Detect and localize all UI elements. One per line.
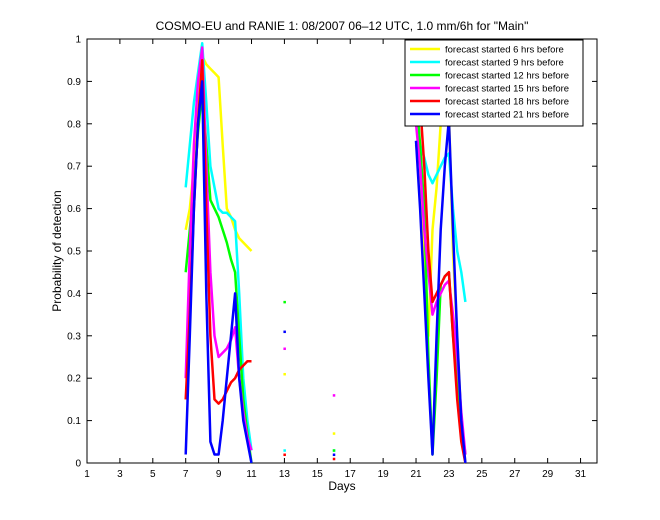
x-tick-label: 31 <box>575 469 587 480</box>
legend-label: forecast started 15 hrs before <box>445 84 569 95</box>
axis-ticks: 1 3 5 7 9 11 13 15 17 19 21 23 25 27 29 3100.10.20.30.4… <box>67 35 597 480</box>
y-tick-label: 0.7 <box>67 162 81 173</box>
x-tick-label: 5 <box>150 469 156 480</box>
series-6 <box>184 80 467 464</box>
x-tick-label: 29 <box>542 469 554 480</box>
series-point <box>283 330 286 334</box>
legend: forecast started 6 hrs before forecast st… <box>404 39 584 127</box>
legend-label: forecast started 21 hrs before <box>445 110 569 121</box>
series-point <box>332 432 336 435</box>
x-tick-label: 1 <box>84 469 90 480</box>
series-point <box>332 394 336 397</box>
y-tick-label: 0.9 <box>67 77 81 88</box>
series-point <box>283 372 286 376</box>
series-point <box>332 457 336 461</box>
y-tick-label: 0.6 <box>67 204 81 215</box>
series-point <box>332 453 336 457</box>
series-layer <box>184 41 467 464</box>
legend-label: forecast started 18 hrs before <box>445 97 569 108</box>
series-point <box>332 449 336 452</box>
series-point <box>283 300 286 304</box>
x-tick-label: 17 <box>345 469 357 480</box>
series-point <box>283 347 286 351</box>
y-tick-label: 0.2 <box>67 374 81 385</box>
x-tick-label: 9 <box>216 469 222 480</box>
series-line <box>184 41 253 451</box>
x-tick-label: 25 <box>476 469 488 480</box>
y-tick-label: 0.4 <box>67 289 81 300</box>
series-point <box>283 449 286 452</box>
x-axis-label: Days <box>328 479 355 493</box>
chart-title: COSMO-EU and RANIE 1: 08/2007 06–12 UTC,… <box>156 19 529 33</box>
y-tick-label: 0.5 <box>67 247 81 258</box>
series-point <box>283 453 286 457</box>
series-line <box>414 118 467 464</box>
x-tick-label: 15 <box>312 469 324 480</box>
x-tick-label: 19 <box>378 469 390 480</box>
y-tick-label: 1 <box>75 35 81 46</box>
legend-label: forecast started 6 hrs before <box>445 45 564 56</box>
y-tick-label: 0.3 <box>67 331 81 342</box>
y-axis-label: Probability of detection <box>50 190 64 311</box>
x-tick-label: 23 <box>443 469 455 480</box>
legend-label: forecast started 12 hrs before <box>445 71 569 82</box>
x-tick-label: 21 <box>410 469 422 480</box>
x-tick-label: 7 <box>183 469 189 480</box>
legend-box <box>404 39 584 127</box>
series-line <box>184 54 253 252</box>
series-line <box>184 80 253 464</box>
series-line <box>414 60 467 464</box>
x-tick-label: 27 <box>509 469 521 480</box>
x-tick-label: 13 <box>279 469 291 480</box>
x-tick-label: 3 <box>117 469 123 480</box>
y-tick-label: 0 <box>75 459 81 470</box>
legend-label: forecast started 9 hrs before <box>445 58 564 69</box>
y-tick-label: 0.1 <box>67 416 81 427</box>
x-tick-label: 11 <box>246 469 257 480</box>
y-tick-label: 0.8 <box>67 119 81 130</box>
